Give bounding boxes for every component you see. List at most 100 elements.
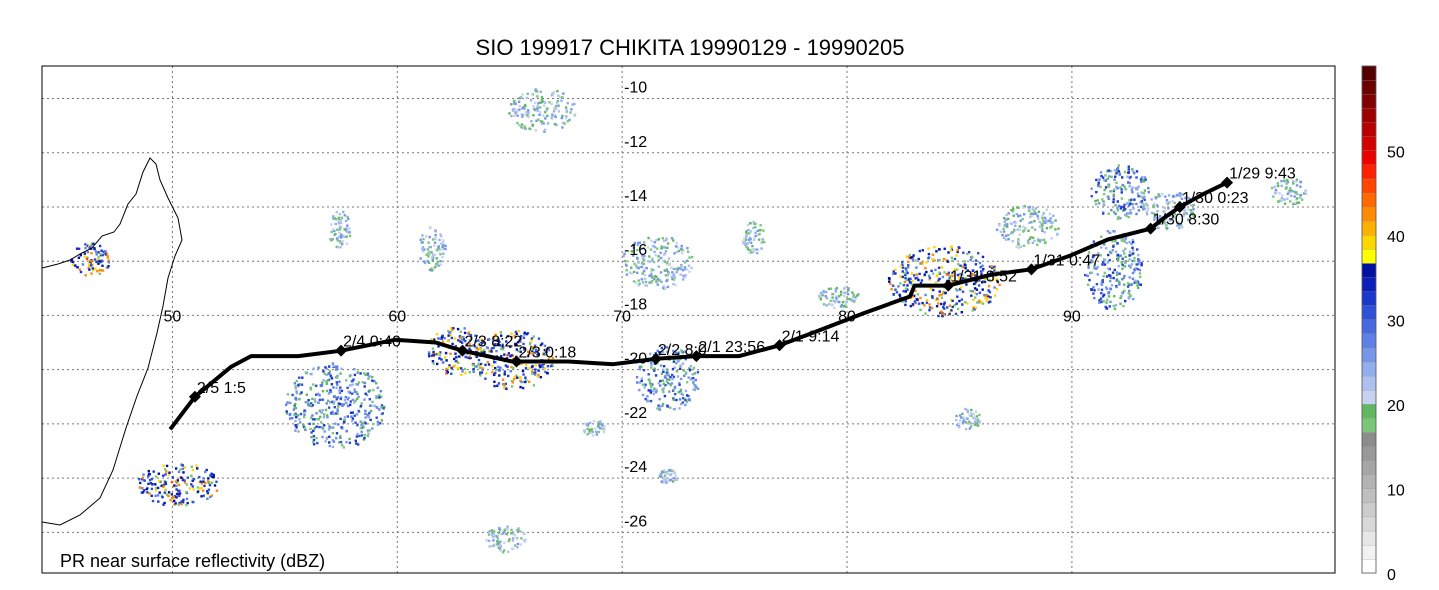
colorbar-tick-label: 50	[1387, 145, 1405, 162]
colorbar-segment	[1361, 220, 1377, 236]
latitude-tick-label: -10	[624, 80, 647, 97]
colorbar-segment	[1361, 150, 1377, 166]
rain-cluster	[70, 242, 110, 277]
colorbar-segment	[1361, 305, 1377, 320]
latitude-tick-label: -24	[624, 459, 647, 476]
track-marker	[1144, 222, 1157, 235]
colorbar-segment	[1361, 164, 1377, 180]
rain-cluster	[508, 88, 577, 133]
rain-cluster	[583, 420, 606, 437]
rain-cluster	[1090, 164, 1150, 221]
colorbar-tick-label: 30	[1387, 314, 1405, 331]
colorbar: 0 10 20 30 40 50	[1361, 65, 1405, 584]
latitude-tick-label: -16	[624, 242, 647, 259]
colorbar-segment	[1361, 94, 1377, 109]
rain-cluster	[818, 286, 860, 310]
track-time-label: 2/1 23:56	[698, 339, 765, 356]
colorbar-segment	[1361, 389, 1377, 405]
rain-cluster	[329, 210, 352, 249]
longitude-tick-label: 90	[1063, 308, 1081, 325]
colorbar-segment	[1361, 122, 1377, 137]
latitude-tick-label: -20	[624, 351, 647, 368]
colorbar-segment	[1361, 192, 1377, 208]
colorbar-segment	[1361, 234, 1377, 250]
colorbar-segment	[1361, 460, 1377, 475]
track-marker	[1173, 200, 1186, 213]
track-time-label: 1/29 9:43	[1229, 166, 1296, 183]
track-markers: 2/5 1:52/4 0:40 2/3 8:222/3 0:18 2/2 8:02/…	[188, 166, 1296, 403]
colorbar-segment	[1361, 333, 1377, 349]
track-time-label: 1/30 0:23	[1182, 190, 1249, 207]
colorbar-segment	[1361, 544, 1377, 560]
longitude-labels: 50 60 70 80 90	[164, 308, 1081, 325]
colorbar-segment	[1361, 488, 1377, 504]
track-time-label: 2/3 8:22	[465, 334, 523, 351]
colorbar-segment	[1361, 417, 1377, 433]
colorbar-segment	[1361, 558, 1377, 574]
graticule	[42, 66, 1335, 573]
rain-cluster	[622, 236, 694, 290]
footer-label: PR near surface reflectivity (dBZ)	[60, 551, 325, 571]
colorbar-segment	[1361, 248, 1377, 264]
colorbar-frame	[1361, 65, 1377, 574]
latitude-labels: -10 -12 -14 -16 -18 -20 -22 -24 -26	[624, 80, 647, 531]
colorbar-segment	[1361, 516, 1377, 532]
colorbar-segment	[1361, 277, 1377, 292]
track-marker	[1221, 176, 1234, 189]
colorbar-segment	[1361, 530, 1377, 546]
latitude-tick-label: -12	[624, 134, 647, 151]
track-marker	[335, 344, 348, 357]
colorbar-segment	[1361, 446, 1377, 461]
madagascar-coastline	[42, 157, 183, 526]
rain-cluster	[955, 407, 982, 431]
latitude-tick-label: -18	[624, 296, 647, 313]
rain-cluster	[887, 245, 1001, 318]
colorbar-segment	[1361, 206, 1377, 222]
track-marker	[942, 279, 955, 292]
rain-cluster	[742, 220, 766, 255]
rain-cluster	[1142, 192, 1196, 230]
rain-cluster	[485, 525, 527, 554]
rain-cluster	[1084, 230, 1143, 311]
rain-cluster	[1270, 178, 1308, 206]
track-marker	[510, 355, 523, 368]
latitude-tick-label: -22	[624, 405, 647, 422]
track-marker	[456, 344, 469, 357]
track-time-label: 1/31 0:47	[1033, 252, 1100, 269]
track-marker	[649, 352, 662, 365]
colorbar-segment	[1361, 403, 1377, 419]
rain-cluster	[995, 204, 1060, 250]
longitude-tick-label: 50	[164, 308, 182, 325]
track-marker	[773, 339, 786, 352]
track-time-label: 1/30 8:30	[1153, 212, 1220, 229]
colorbar-tick-label: 40	[1387, 229, 1405, 246]
longitude-tick-label: 70	[613, 308, 631, 325]
colorbar-segment	[1361, 136, 1377, 151]
map-frame	[41, 65, 1336, 574]
colorbar-tick-label: 0	[1387, 567, 1396, 584]
rain-cluster	[138, 463, 219, 507]
track-time-label: 1/31 8:52	[950, 269, 1017, 286]
track-time-label: 2/5 1:5	[197, 380, 246, 397]
colorbar-segment	[1361, 79, 1377, 95]
track-marker	[188, 390, 201, 403]
track-time-label: 2/3 0:18	[518, 345, 576, 362]
colorbar-segment	[1361, 375, 1377, 391]
colorbar-segment	[1361, 319, 1377, 335]
longitude-tick-label: 80	[838, 308, 856, 325]
track-time-label: 2/4 0:40	[343, 334, 401, 351]
track-marker	[690, 350, 703, 363]
track-time-label: 2/1 9:14	[782, 328, 840, 345]
track-marker	[1025, 263, 1038, 276]
rain-cluster	[658, 468, 678, 484]
colorbar-segment	[1361, 178, 1377, 194]
colorbar-segment	[1361, 291, 1377, 306]
colorbar-segment	[1361, 361, 1377, 377]
colorbar-segment	[1361, 347, 1377, 363]
colorbar-segment	[1361, 432, 1377, 447]
latitude-tick-label: -26	[624, 513, 647, 530]
colorbar-segment	[1361, 502, 1377, 518]
rain-cluster	[427, 326, 485, 376]
colorbar-segment	[1361, 108, 1377, 123]
